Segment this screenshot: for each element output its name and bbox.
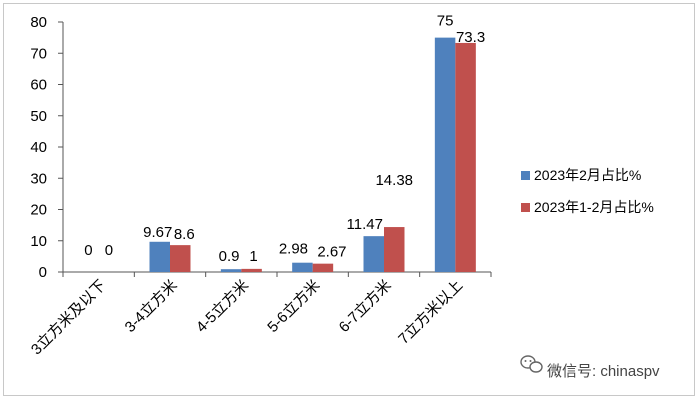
bar-series-1 bbox=[363, 236, 384, 272]
bar-series-1 bbox=[149, 241, 170, 272]
y-tick-label: 80 bbox=[30, 14, 47, 31]
category-label: 5-6立方米 bbox=[264, 277, 323, 336]
legend-label: 2023年2月占比% bbox=[534, 167, 641, 183]
data-label: 73.3 bbox=[456, 29, 485, 46]
y-tick-label: 40 bbox=[30, 139, 47, 156]
y-tick-label: 10 bbox=[30, 233, 47, 250]
bar-series-1 bbox=[292, 262, 313, 272]
bar-series-2 bbox=[312, 263, 334, 272]
category-labels: 3立方米及以下 3-4立方米 4-5立方米 5-6立方米 6-7立方米 7立方米以上 bbox=[28, 277, 466, 359]
chart-bars bbox=[149, 37, 476, 272]
category-label: 6-7立方米 bbox=[336, 277, 395, 336]
category-label: 7立方米以上 bbox=[395, 277, 466, 348]
data-label: 9.67 bbox=[143, 224, 172, 241]
data-labels: 0 9.67 0.9 2.98 11.47 75 0 8.6 1 2.67 14.38 73.3 bbox=[84, 13, 485, 266]
bar-series-2 bbox=[384, 227, 405, 272]
chart-legend: 2023年2月占比% 2023年1-2月占比% bbox=[521, 167, 654, 215]
y-tick-label: 70 bbox=[30, 45, 47, 62]
data-label: 2.67 bbox=[317, 244, 346, 261]
chart-frame bbox=[3, 3, 695, 396]
data-label: 0 bbox=[105, 242, 113, 259]
category-label: 3-4立方米 bbox=[122, 277, 181, 336]
y-tick-label: 50 bbox=[30, 108, 47, 125]
data-label: 75 bbox=[437, 13, 454, 30]
legend-swatch bbox=[521, 171, 530, 180]
y-tick-label: 20 bbox=[30, 202, 47, 219]
bar-series-1 bbox=[434, 37, 456, 272]
category-label: 3立方米及以下 bbox=[28, 277, 110, 359]
data-label: 0.9 bbox=[219, 248, 240, 265]
watermark-text: 微信号: chinaspv bbox=[547, 363, 660, 380]
bar-series-1 bbox=[220, 269, 242, 272]
bar-series-2 bbox=[241, 268, 262, 272]
data-label: 14.38 bbox=[375, 172, 413, 189]
data-label: 2.98 bbox=[279, 241, 308, 258]
y-tick-label: 0 bbox=[39, 264, 47, 281]
y-tick-label: 60 bbox=[30, 77, 47, 94]
wechat-icon bbox=[520, 355, 543, 373]
legend-swatch bbox=[521, 203, 530, 212]
data-label: 0 bbox=[84, 242, 92, 259]
y-tick-label: 30 bbox=[30, 170, 47, 187]
category-label: 4-5立方米 bbox=[193, 277, 252, 336]
data-label: 1 bbox=[249, 248, 257, 265]
watermark: 微信号: chinaspv bbox=[520, 355, 660, 380]
data-label: 8.6 bbox=[174, 226, 195, 243]
bar-series-2 bbox=[455, 42, 476, 272]
data-label: 11.47 bbox=[347, 216, 383, 233]
bar-series-2 bbox=[170, 245, 191, 272]
legend-label: 2023年1-2月占比% bbox=[534, 199, 654, 215]
